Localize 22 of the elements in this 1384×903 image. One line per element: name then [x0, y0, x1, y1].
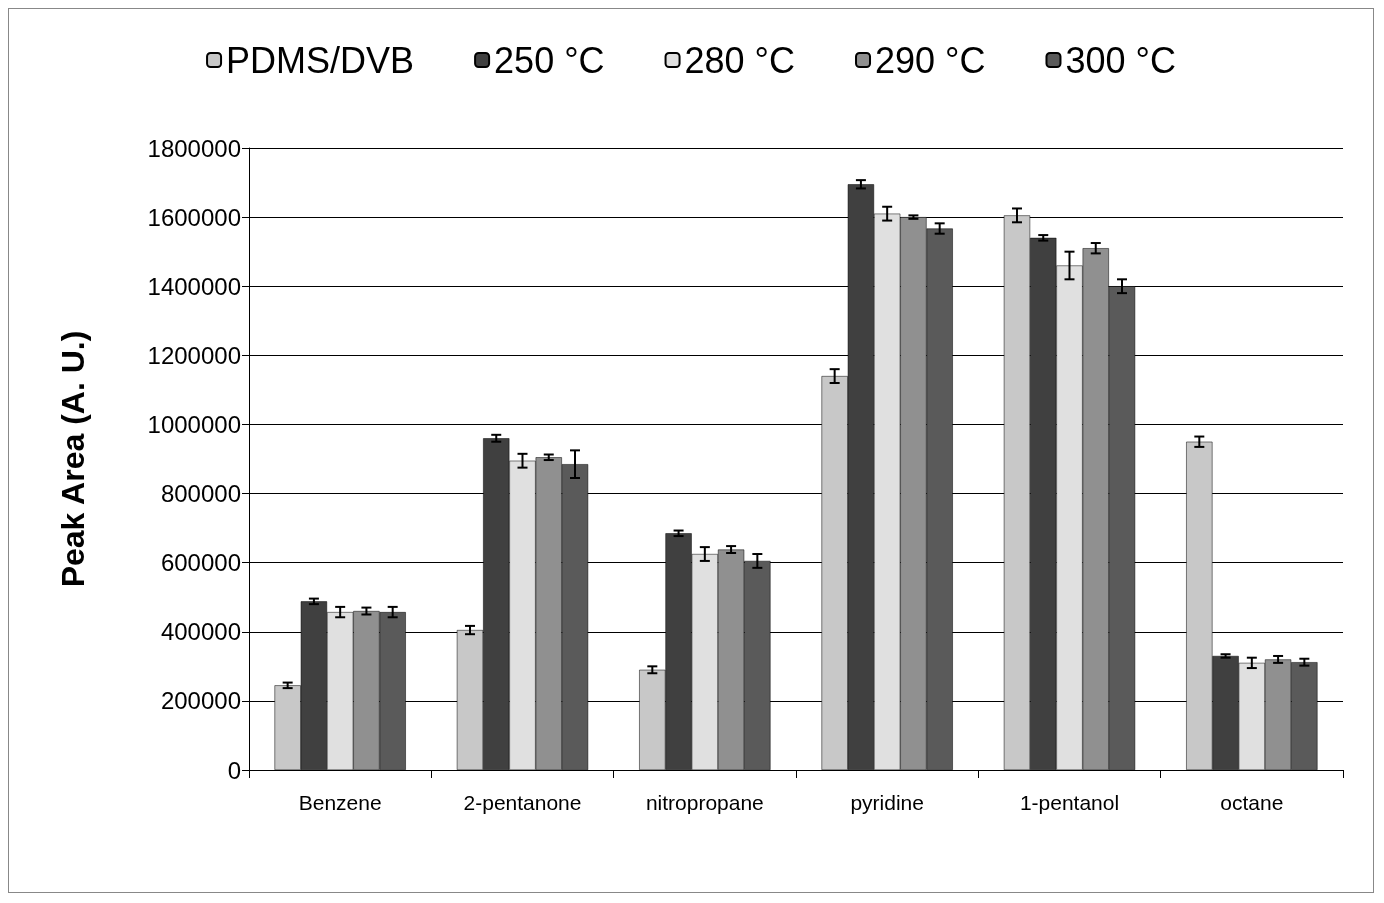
legend-label: 300 °C — [1065, 39, 1176, 81]
y-tick-label: 200000 — [160, 687, 241, 715]
y-axis-title: Peak Area (A. U.) — [55, 330, 91, 588]
y-tick-label: 1400000 — [147, 272, 241, 300]
y-tick-label: 800000 — [160, 480, 241, 508]
y-tick-label: 1600000 — [147, 203, 241, 231]
x-tick-label: pyridine — [850, 791, 924, 814]
x-tick-label: octane — [1220, 791, 1284, 814]
x-tick-label: Benzene — [298, 791, 382, 814]
y-tick-label: 600000 — [160, 549, 241, 577]
legend-label: 250 °C — [494, 39, 605, 81]
y-tick-label: 1800000 — [147, 134, 241, 162]
y-tick-label: 0 — [227, 756, 241, 784]
legend-label: 280 °C — [684, 39, 796, 81]
legend-label: PDMS/DVB — [226, 39, 415, 81]
x-tick-label: 1-pentanol — [1019, 791, 1120, 814]
y-tick-label: 1000000 — [147, 410, 241, 438]
y-tick-label: 400000 — [160, 618, 241, 646]
y-tick-label: 1200000 — [147, 341, 241, 369]
legend-label: 290 °C — [875, 39, 986, 81]
x-tick-label: nitropropane — [645, 791, 764, 814]
x-tick-label: 2-pentanone — [463, 791, 582, 814]
